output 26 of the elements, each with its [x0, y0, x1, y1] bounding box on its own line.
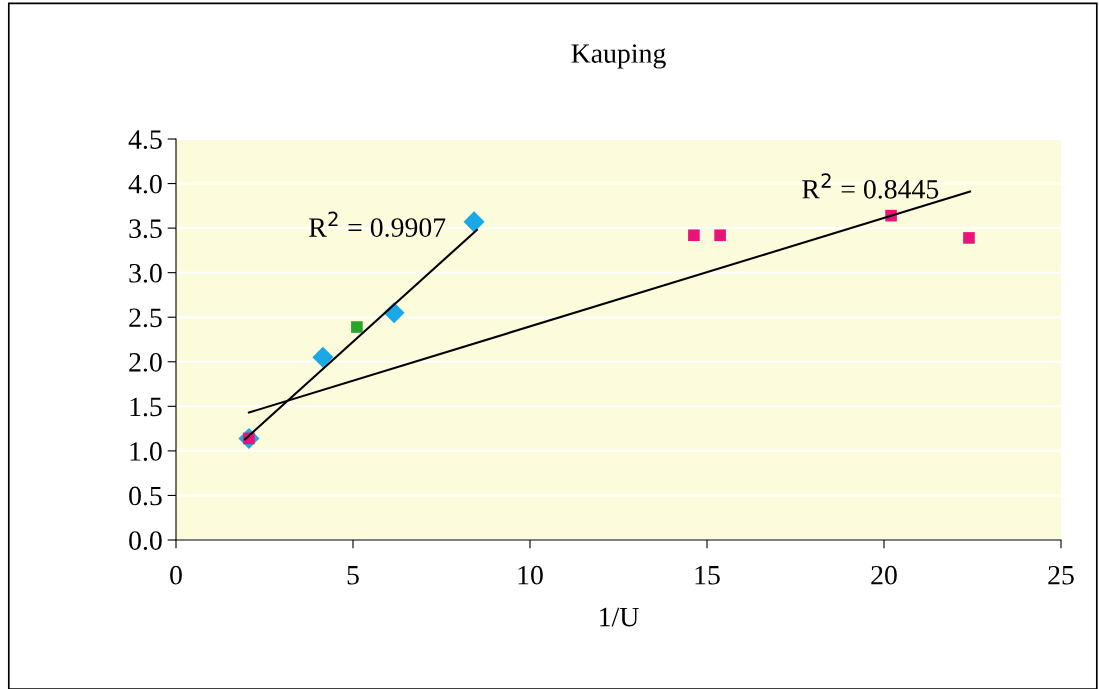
y-tick-label: 3.5 — [129, 219, 162, 239]
annotation: R$^{2}$ = 0.9907 — [309, 211, 446, 238]
y-tick-label: 4.5 — [128, 130, 162, 150]
y-tick-label: 3.0 — [129, 263, 162, 283]
point — [963, 232, 975, 244]
x-tick-label: 5 — [347, 566, 359, 585]
point — [714, 229, 726, 242]
point — [312, 346, 334, 368]
point — [463, 211, 485, 233]
x-tick-label: 10 — [518, 565, 543, 585]
y-tick-label: 0.5 — [129, 486, 162, 506]
chart-title: Kauping — [571, 44, 666, 69]
x-tick-label: 25 — [1048, 565, 1074, 585]
y-tick-label: 1.5 — [130, 397, 162, 417]
y-tick-label: 2.5 — [129, 308, 162, 328]
x-tick-label: 15 — [695, 565, 720, 585]
x-tick-label: 0 — [170, 565, 182, 585]
x-axis-title: 1/U — [600, 607, 639, 627]
x-tick-label: 20 — [871, 565, 897, 585]
annotation: R$^{2}$ = 0.8445 — [802, 173, 939, 199]
point — [688, 229, 700, 242]
y-tick-label: 2.0 — [129, 352, 162, 372]
y-tick-label: 4.0 — [128, 174, 162, 194]
point — [351, 321, 363, 333]
y-tick-label: 0.0 — [129, 531, 162, 551]
y-tick-label: 1.0 — [130, 442, 162, 461]
